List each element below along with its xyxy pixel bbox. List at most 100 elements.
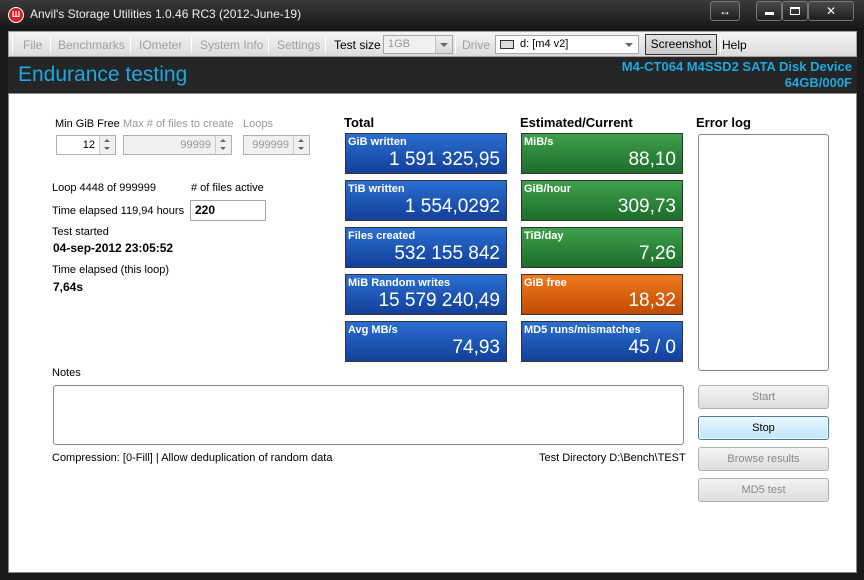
maximize-button[interactable] — [782, 1, 808, 21]
minimize-icon — [764, 12, 774, 15]
tile-tib-per-day: TiB/day 7,26 — [521, 227, 683, 268]
anvil-app-icon[interactable]: Ш — [8, 7, 24, 23]
menu-help[interactable]: Help — [722, 38, 747, 52]
tile-value: 74,93 — [452, 337, 500, 358]
menu-separator — [12, 36, 13, 53]
close-icon: ✕ — [825, 4, 837, 18]
menu-separator — [455, 36, 456, 53]
tile-value: 1 554,0292 — [404, 196, 500, 217]
menu-separator — [191, 36, 192, 53]
tile-value: 15 579 240,49 — [378, 290, 500, 311]
minimize-button[interactable] — [756, 1, 782, 21]
loops-label: Loops — [243, 118, 273, 130]
tile-label: MiB Random writes — [348, 277, 451, 289]
main-panel: Min GiB Free Max # of files to create Lo… — [8, 93, 857, 573]
test-directory: Test Directory D:\Bench\TEST — [539, 452, 686, 464]
menu-separator — [325, 36, 326, 53]
files-active-label: # of files active — [191, 182, 264, 194]
error-log-box[interactable] — [698, 134, 829, 371]
menu-separator — [720, 36, 721, 53]
tile-label: TiB/day — [524, 230, 564, 242]
tile-avg-mbs: Avg MB/s 74,93 — [345, 321, 507, 362]
loops-value: 999999 — [252, 139, 289, 151]
max-files-value: 99999 — [180, 139, 211, 151]
tile-value: 18,32 — [628, 290, 676, 311]
tile-value: 532 155 842 — [394, 243, 500, 264]
tile-gib-per-hour: GiB/hour 309,73 — [521, 180, 683, 221]
loops-stepper[interactable]: 999999 — [243, 135, 310, 155]
menu-settings[interactable]: Settings — [277, 38, 321, 52]
md5-test-button[interactable]: MD5 test — [698, 478, 829, 502]
tile-label: Avg MB/s — [348, 324, 398, 336]
restore-size-button[interactable]: ↔ — [710, 1, 740, 21]
tile-gib-free: GiB free 18,32 — [521, 274, 683, 315]
tile-label: MD5 runs/mismatches — [524, 324, 641, 336]
time-elapsed: Time elapsed 119,94 hours — [52, 205, 185, 217]
test-size-value: 1GB — [388, 38, 411, 50]
window-title: Anvil's Storage Utilities 1.0.46 RC3 (20… — [30, 7, 302, 21]
tile-label: GiB written — [348, 136, 407, 148]
stop-button[interactable]: Stop — [698, 416, 829, 440]
loop-elapsed-label: Time elapsed (this loop) — [52, 264, 169, 276]
device-size: 64GB/000F — [784, 75, 852, 90]
close-button[interactable]: ✕ — [808, 1, 854, 21]
tile-value: 7,26 — [639, 243, 676, 264]
drive-icon — [500, 40, 514, 49]
drive-label: Drive — [462, 38, 491, 52]
loop-counter: Loop 4448 of 999999 — [52, 182, 156, 194]
tile-md5-runs: MD5 runs/mismatches 45 / 0 — [521, 321, 683, 362]
menu-system-info[interactable]: System Info — [200, 38, 264, 52]
min-gib-free-stepper[interactable]: 12 — [56, 135, 116, 155]
tile-mib-random-writes: MiB Random writes 15 579 240,49 — [345, 274, 507, 315]
screenshot-button[interactable]: Screenshot — [645, 34, 717, 55]
test-size-label: Test size — [334, 38, 381, 52]
menu-benchmarks[interactable]: Benchmarks — [58, 38, 125, 52]
tile-value: 309,73 — [617, 196, 676, 217]
page-header: Endurance testing M4-CT064 M4SSD2 SATA D… — [8, 57, 857, 93]
notes-textarea[interactable] — [53, 385, 684, 445]
loop-elapsed-value: 7,64s — [53, 280, 84, 294]
drive-value: d: [m4 v2] — [520, 38, 569, 50]
min-gib-free-value: 12 — [82, 139, 95, 151]
test-size-select[interactable]: 1GB — [383, 35, 453, 54]
maximize-icon — [790, 7, 800, 15]
tile-label: Files created — [348, 230, 416, 242]
files-active-value: 220 — [195, 203, 216, 217]
spin-arrows-icon[interactable] — [215, 136, 231, 154]
drive-select[interactable]: d: [m4 v2] — [495, 35, 639, 54]
tile-value: 88,10 — [628, 149, 676, 170]
tile-label: GiB free — [524, 277, 567, 289]
max-files-label: Max # of files to create — [123, 118, 234, 130]
tile-gib-written: GiB written 1 591 325,95 — [345, 133, 507, 174]
title-bar: Ш Anvil's Storage Utilities 1.0.46 RC3 (… — [0, 0, 864, 30]
start-button[interactable]: Start — [698, 385, 829, 409]
browse-results-button[interactable]: Browse results — [698, 447, 829, 471]
tile-label: TiB written — [348, 183, 405, 195]
test-started-value: 04-sep-2012 23:05:52 — [53, 241, 174, 255]
tile-tib-written: TiB written 1 554,0292 — [345, 180, 507, 221]
menu-file[interactable]: File — [23, 38, 43, 52]
chevron-down-icon — [621, 36, 638, 53]
spin-arrows-icon[interactable] — [293, 136, 309, 154]
estimates-heading: Estimated/Current — [520, 115, 633, 130]
totals-heading: Total — [344, 115, 375, 130]
menu-separator — [50, 36, 51, 53]
files-active-field[interactable]: 220 — [190, 200, 266, 221]
menu-iometer[interactable]: IOmeter — [139, 38, 183, 52]
max-files-stepper[interactable]: 99999 — [123, 135, 232, 155]
compression-info: Compression: [0-Fill] | Allow deduplicat… — [52, 452, 333, 464]
menu-separator — [268, 36, 269, 53]
menu-separator — [130, 36, 131, 53]
test-started-label: Test started — [52, 226, 109, 238]
tile-value: 45 / 0 — [628, 337, 676, 358]
device-name: M4-CT064 M4SSD2 SATA Disk Device — [621, 59, 852, 74]
tile-files-created: Files created 532 155 842 — [345, 227, 507, 268]
min-gib-free-label: Min GiB Free — [55, 118, 120, 130]
tile-label: MiB/s — [524, 136, 554, 148]
spin-arrows-icon[interactable] — [99, 136, 115, 154]
tile-label: GiB/hour — [524, 183, 572, 195]
page-title: Endurance testing — [18, 63, 188, 86]
notes-label: Notes — [52, 367, 81, 379]
menu-bar: File Benchmarks IOmeter System Info Sett… — [8, 31, 857, 57]
error-log-label: Error log — [696, 115, 751, 130]
